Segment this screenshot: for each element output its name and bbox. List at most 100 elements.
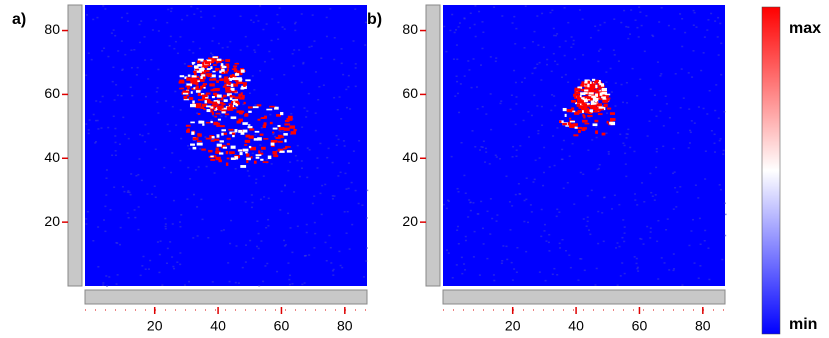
speckle xyxy=(313,195,316,197)
speckle xyxy=(300,81,303,84)
speckle xyxy=(482,243,485,245)
speckle xyxy=(649,231,652,233)
speckle xyxy=(603,99,609,102)
speckle xyxy=(140,179,143,182)
speckle xyxy=(597,104,602,106)
speckle xyxy=(533,178,536,181)
speckle xyxy=(179,252,182,254)
speckle xyxy=(473,23,476,26)
speckle xyxy=(594,97,599,99)
speckle xyxy=(596,93,600,97)
speckle xyxy=(174,90,177,93)
speckle xyxy=(343,145,346,147)
speckle xyxy=(548,166,551,168)
speckle xyxy=(257,44,260,46)
speckle xyxy=(637,270,640,272)
speckle xyxy=(300,160,303,162)
speckle xyxy=(592,105,597,109)
speckle xyxy=(229,87,235,91)
speckle xyxy=(292,106,295,108)
speckle xyxy=(594,284,597,286)
speckle xyxy=(288,278,291,281)
speckle xyxy=(143,36,146,38)
speckle xyxy=(158,271,161,274)
speckle xyxy=(704,229,707,232)
speckle xyxy=(587,149,590,151)
speckle xyxy=(154,19,157,21)
speckle xyxy=(723,202,726,205)
speckle xyxy=(580,92,586,96)
speckle xyxy=(559,120,564,123)
speckle xyxy=(536,63,539,66)
speckle xyxy=(270,39,273,42)
speckle xyxy=(209,78,214,81)
speckle xyxy=(672,269,675,272)
speckle xyxy=(476,213,479,215)
speckle xyxy=(692,9,695,12)
speckle xyxy=(591,94,594,96)
speckle xyxy=(254,104,257,106)
speckle xyxy=(88,119,91,121)
speckle xyxy=(616,284,619,286)
speckle xyxy=(346,210,349,213)
speckle xyxy=(254,51,257,53)
speckle xyxy=(553,164,556,167)
speckle xyxy=(234,167,237,170)
speckle xyxy=(224,113,230,116)
speckle xyxy=(201,74,206,77)
speckle xyxy=(583,106,588,108)
speckle xyxy=(112,115,115,118)
speckle xyxy=(339,264,342,267)
speckle xyxy=(278,7,281,9)
speckle xyxy=(567,21,570,24)
speckle xyxy=(226,157,230,160)
speckle xyxy=(87,132,90,135)
speckle xyxy=(537,129,540,132)
speckle xyxy=(607,107,612,110)
speckle xyxy=(183,63,186,65)
speckle xyxy=(364,21,367,24)
speckle xyxy=(473,230,476,233)
speckle xyxy=(195,75,199,79)
speckle xyxy=(217,105,221,110)
speckle xyxy=(468,199,471,201)
speckle xyxy=(170,10,173,13)
speckle xyxy=(599,24,602,26)
speckle xyxy=(564,40,567,42)
speckle xyxy=(564,73,567,76)
speckle xyxy=(486,210,489,213)
speckle xyxy=(609,112,616,115)
speckle xyxy=(257,20,260,22)
x-tick-label: 20 xyxy=(505,318,521,334)
speckle xyxy=(248,124,251,126)
speckle xyxy=(229,40,232,43)
speckle xyxy=(239,49,242,51)
speckle xyxy=(594,119,599,123)
speckle xyxy=(586,195,589,197)
speckle xyxy=(251,201,254,204)
speckle xyxy=(192,193,195,196)
speckle xyxy=(229,77,234,81)
speckle xyxy=(681,284,684,286)
speckle xyxy=(502,245,505,247)
speckle xyxy=(211,53,214,56)
speckle xyxy=(574,111,580,115)
speckle xyxy=(672,147,675,150)
speckle xyxy=(234,281,237,284)
speckle xyxy=(508,201,511,203)
speckle xyxy=(667,24,670,27)
speckle xyxy=(222,146,228,149)
speckle xyxy=(523,77,526,79)
speckle xyxy=(194,86,197,88)
speckle xyxy=(556,274,559,276)
speckle xyxy=(210,155,214,158)
speckle xyxy=(202,83,208,86)
speckle xyxy=(460,256,463,259)
speckle xyxy=(126,20,129,22)
speckle xyxy=(672,208,675,210)
y-tick-label: 60 xyxy=(402,85,418,101)
speckle xyxy=(239,72,243,76)
speckle xyxy=(222,229,225,231)
speckle xyxy=(550,109,553,112)
speckle xyxy=(516,246,519,249)
